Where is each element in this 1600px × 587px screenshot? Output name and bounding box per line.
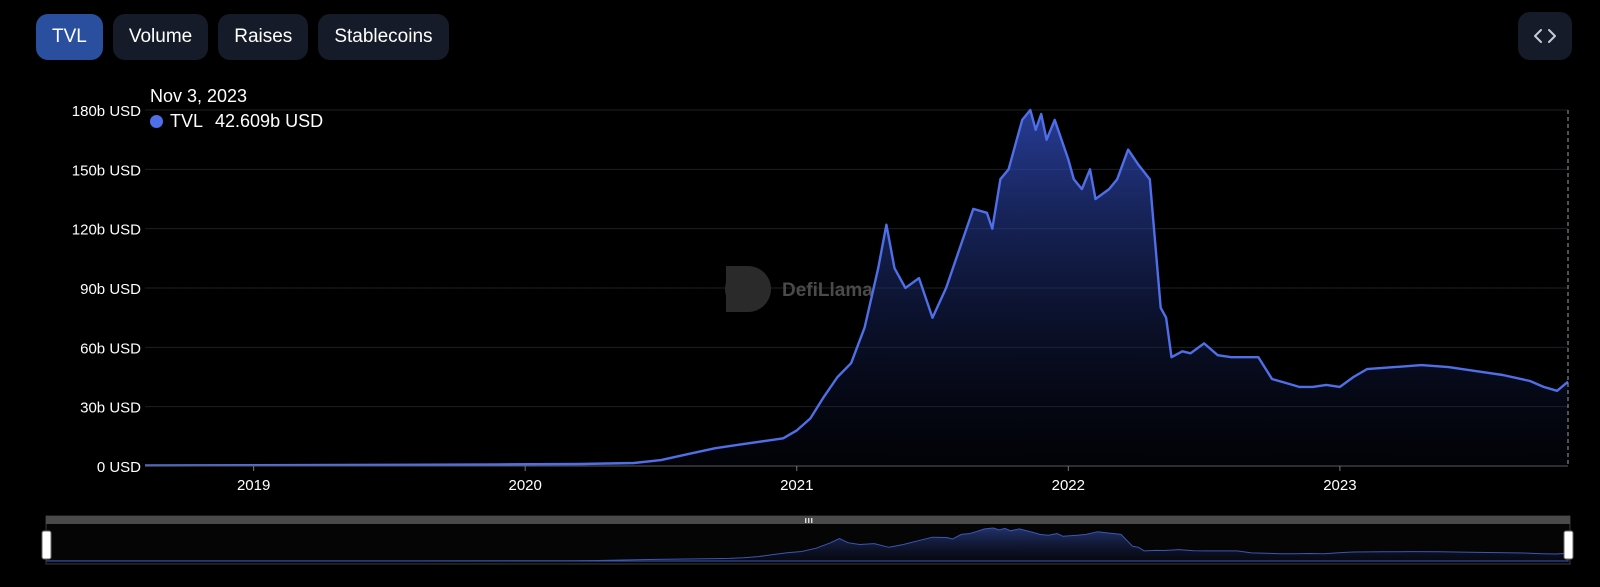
y-tick-label: 90b USD: [80, 281, 141, 298]
embed-code-button[interactable]: [1518, 12, 1572, 60]
y-tick-label: 0 USD: [97, 459, 141, 476]
y-tick-label: 180b USD: [72, 103, 141, 120]
zoom-handle-left[interactable]: [41, 530, 52, 560]
tab-volume[interactable]: Volume: [112, 14, 209, 60]
watermark-text: DefiLlama: [782, 280, 873, 301]
defillama-watermark: DefiLlama: [725, 266, 873, 312]
y-axis: 0 USD 30b USD 60b USD 90b USD 120b USD 150b U…: [72, 103, 1568, 476]
x-tick-label: 2022: [1052, 477, 1085, 494]
y-tick-label: 30b USD: [80, 400, 141, 417]
x-tick-label: 2023: [1323, 477, 1356, 494]
tvl-area: [145, 110, 1568, 466]
tvl-series-line: [144, 108, 1569, 467]
code-icon: [1534, 29, 1556, 43]
tab-raises[interactable]: Raises: [218, 14, 309, 60]
tab-stablecoins[interactable]: Stablecoins: [318, 14, 449, 60]
zoom-handle-right[interactable]: [1563, 530, 1574, 560]
x-tick-label: 2020: [509, 477, 542, 494]
x-tick-label: 2019: [237, 477, 270, 494]
y-tick-label: 120b USD: [72, 222, 141, 239]
zoom-slider[interactable]: [41, 515, 1574, 565]
x-tick-label: 2021: [780, 477, 813, 494]
zoom-drag-icon[interactable]: [805, 518, 813, 523]
x-axis: 2019 2020 2021 2022 2023: [237, 466, 1357, 494]
tab-tvl[interactable]: TVL: [36, 14, 103, 60]
zoom-preview-area: [46, 527, 1569, 562]
y-tick-label: 60b USD: [80, 340, 141, 357]
chart-tabs: TVL Volume Raises Stablecoins: [36, 14, 449, 60]
y-tick-label: 150b USD: [72, 162, 141, 179]
